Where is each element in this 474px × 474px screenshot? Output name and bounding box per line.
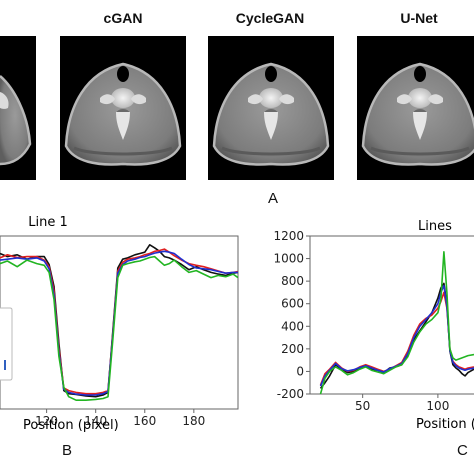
x-tick-label: 180 (182, 414, 205, 428)
x-tick-label: 50 (355, 399, 370, 413)
chart-line-1: Line 1 120 140 160 180 Position (pixel) (0, 215, 239, 433)
x-tick-label: 120 (35, 414, 58, 428)
y-tick-label: 400 (281, 319, 304, 333)
plot-frame (0, 235, 239, 410)
legend-box (0, 307, 13, 381)
x-axis-label: Position (pixel) (23, 418, 119, 433)
chart-title: Line 1 (28, 215, 68, 230)
ct-image-cgan (58, 36, 188, 182)
model-title-cgan: cGAN (103, 10, 143, 26)
ct-images-row (0, 36, 474, 182)
model-title-cyclegan: CycleGAN (235, 10, 305, 26)
panel-label-b: B (62, 442, 73, 459)
ct-image-unet (355, 36, 474, 182)
ct-image-ground-truth (0, 36, 36, 180)
y-tick-label: 0 (296, 364, 304, 378)
panel-label-a: A (268, 190, 279, 207)
x-axis-label: Position ( (416, 417, 474, 432)
series-line-green (0, 255, 238, 401)
y-tick-label: -200 (277, 387, 304, 401)
ct-image-cyclegan (206, 36, 336, 182)
plot-frame (309, 235, 474, 395)
series-line-blue (319, 284, 474, 387)
series-line-green (319, 250, 474, 394)
chart-line-2: Lines 50 100 -200 0 200 400 600 800 1000 1200 Pos… (273, 219, 474, 432)
y-tick-label: 200 (281, 342, 304, 356)
y-tick-label: 800 (281, 274, 304, 288)
x-tick-label: 100 (426, 399, 449, 413)
y-tick-label: 1000 (273, 252, 304, 266)
y-tick-label: 1200 (273, 229, 304, 243)
x-tick-label: 140 (84, 414, 107, 428)
chart-title: Lines (418, 219, 452, 234)
y-tick-label: 600 (281, 297, 304, 311)
model-title-unet: U-Net (400, 10, 438, 26)
panel-label-c: C (457, 442, 468, 459)
x-tick-label: 160 (133, 414, 156, 428)
